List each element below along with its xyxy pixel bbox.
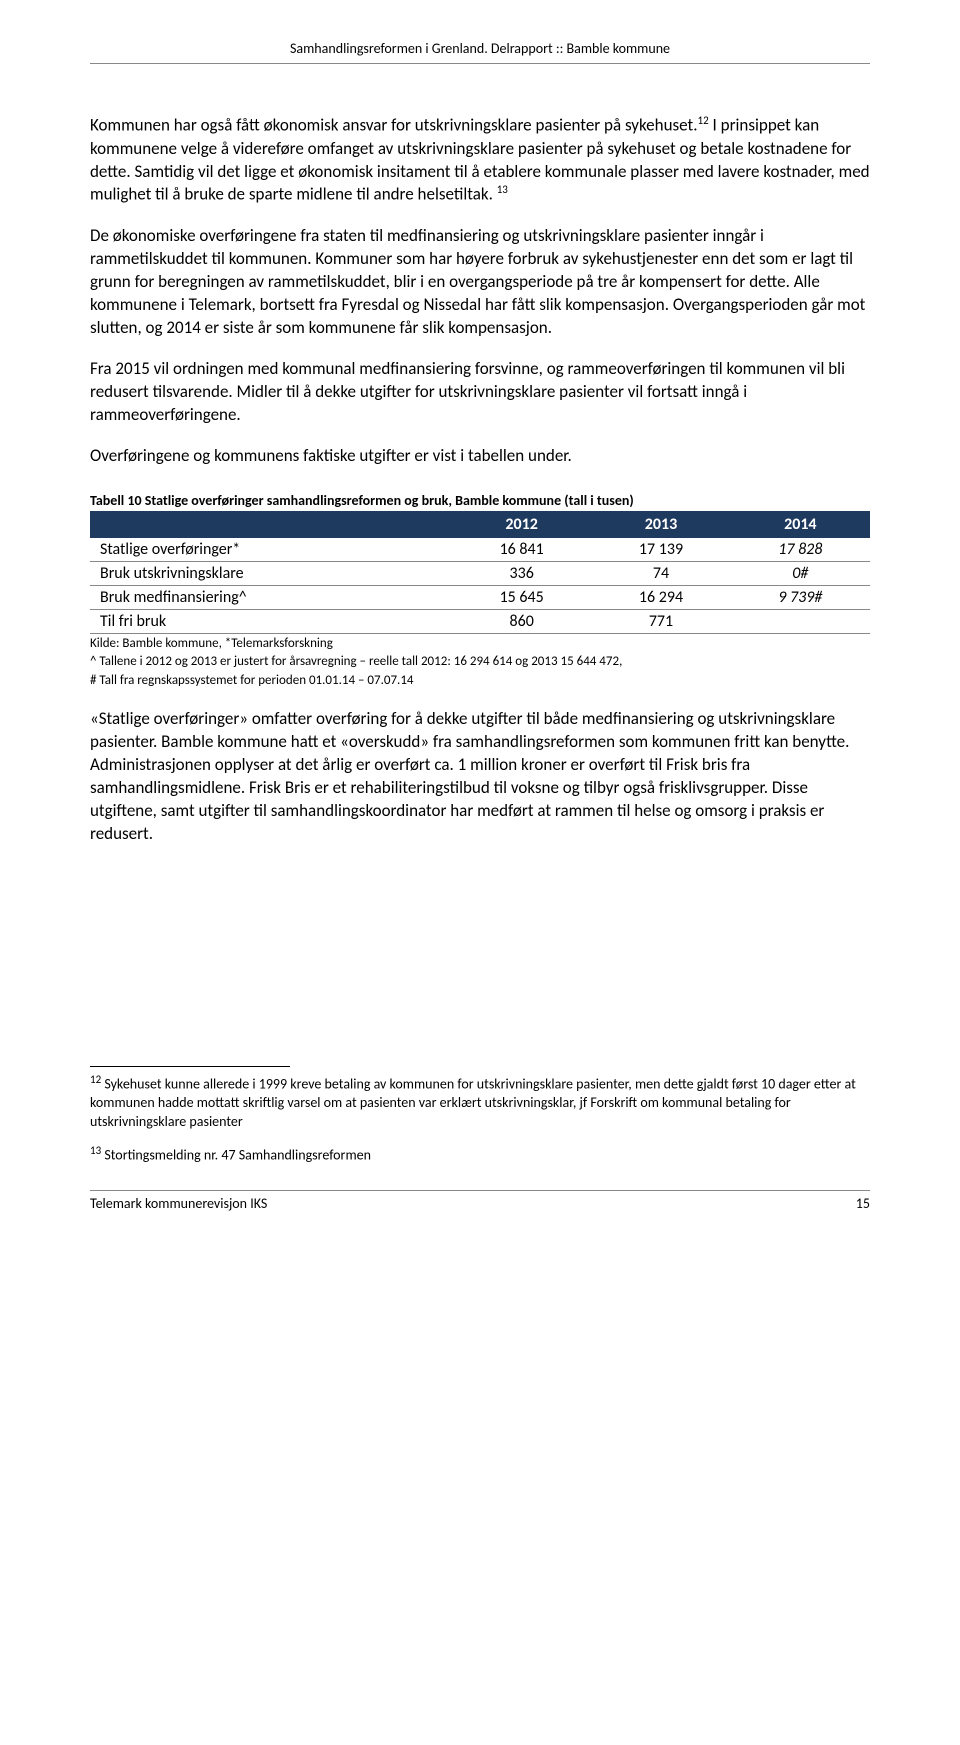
footnote-ref-13: 13 <box>497 183 508 196</box>
table-source-note: ^ Tallene i 2012 og 2013 er justert for … <box>90 654 870 671</box>
text-run: Kommunen har også fått økonomisk ansvar … <box>90 115 698 136</box>
table-cell: 17 828 <box>731 538 870 562</box>
footnote-text: Stortingsmelding nr. 47 Samhandlingsrefo… <box>101 1147 371 1164</box>
table-row: Til fri bruk 860 771 <box>90 609 870 633</box>
footnote-13: 13 Stortingsmelding nr. 47 Samhandlingsr… <box>90 1144 870 1166</box>
table-cell: Bruk medfinansiering^ <box>90 585 452 609</box>
data-table: 2012 2013 2014 Statlige overføringer* 16… <box>90 511 870 634</box>
page-header: Samhandlingsreformen i Grenland. Delrapp… <box>90 40 870 57</box>
header-rule <box>90 63 870 64</box>
table-header-cell: 2012 <box>452 511 591 538</box>
table-cell: Statlige overføringer* <box>90 538 452 562</box>
footer-rule <box>90 1190 870 1191</box>
body-paragraph: De økonomiske overføringene fra staten t… <box>90 225 870 340</box>
table-header-cell: 2014 <box>731 511 870 538</box>
table-cell: 771 <box>591 609 730 633</box>
table-cell <box>731 609 870 633</box>
table-source-note: Kilde: Bamble kommune, *Telemarksforskni… <box>90 636 870 653</box>
body-paragraph: Kommunen har også fått økonomisk ansvar … <box>90 114 870 207</box>
table-row: Bruk medfinansiering^ 15 645 16 294 9 73… <box>90 585 870 609</box>
table-row: Bruk utskrivningsklare 336 74 0# <box>90 561 870 585</box>
footnote-number: 12 <box>90 1073 101 1086</box>
footnote-12: 12 Sykehuset kunne allerede i 1999 kreve… <box>90 1073 870 1132</box>
table-cell: 9 739# <box>731 585 870 609</box>
footnote-text: Sykehuset kunne allerede i 1999 kreve be… <box>90 1075 856 1130</box>
table-cell: 17 139 <box>591 538 730 562</box>
footnote-ref-12: 12 <box>698 114 709 127</box>
footnote-number: 13 <box>90 1144 101 1157</box>
table-cell: Til fri bruk <box>90 609 452 633</box>
table-caption: Tabell 10 Statlige overføringer samhandl… <box>90 492 870 509</box>
page-footer: Telemark kommunerevisjon IKS 15 <box>90 1195 870 1212</box>
table-cell: 16 841 <box>452 538 591 562</box>
page-number: 15 <box>856 1195 870 1212</box>
table-cell: 16 294 <box>591 585 730 609</box>
table-source-note: # Tall fra regnskapssystemet for periode… <box>90 673 870 690</box>
table-cell: 74 <box>591 561 730 585</box>
table-row: Statlige overføringer* 16 841 17 139 17 … <box>90 538 870 562</box>
table-header-cell <box>90 511 452 538</box>
footnotes-separator <box>90 1066 290 1067</box>
table-cell: 336 <box>452 561 591 585</box>
body-paragraph: Overføringene og kommunens faktiske utgi… <box>90 445 870 468</box>
body-paragraph: Fra 2015 vil ordningen med kommunal medf… <box>90 358 870 427</box>
table-cell: 860 <box>452 609 591 633</box>
table-cell: 15 645 <box>452 585 591 609</box>
table-cell: Bruk utskrivningsklare <box>90 561 452 585</box>
footer-left: Telemark kommunerevisjon IKS <box>90 1195 267 1212</box>
table-header-cell: 2013 <box>591 511 730 538</box>
table-cell: 0# <box>731 561 870 585</box>
body-paragraph: «Statlige overføringer» omfatter overfør… <box>90 708 870 846</box>
table-header-row: 2012 2013 2014 <box>90 511 870 538</box>
